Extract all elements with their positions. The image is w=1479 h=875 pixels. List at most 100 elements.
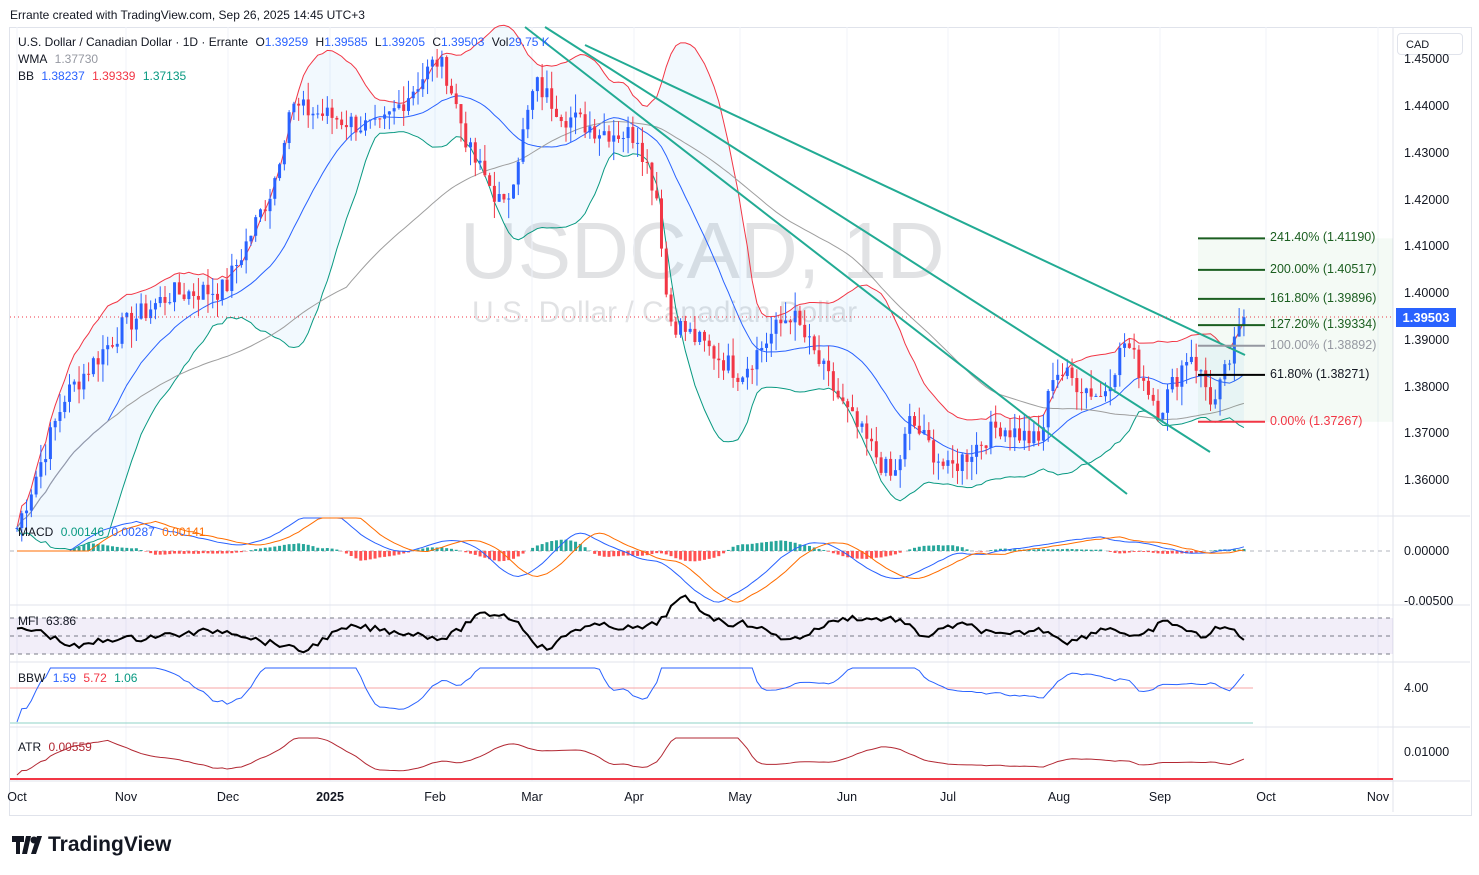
macd-histogram-bar [698,551,702,561]
macd-histogram-bar [831,551,835,554]
candle-body [402,104,406,111]
macd-histogram-bar [545,542,549,551]
macd-histogram-bar [1013,549,1017,551]
macd-histogram-bar [239,551,243,553]
time-axis-label: Oct [1256,790,1276,804]
time-axis-label: Apr [624,790,644,804]
candle-body [225,279,229,292]
candle-body [39,462,43,477]
bollinger-basis-line [16,95,1245,529]
symbol-name[interactable]: U.S. Dollar / Canadian Dollar · 1D · Err… [18,35,249,49]
candle-body [72,381,76,385]
macd-histogram-bar [268,547,272,551]
fib-percent: 0.00% [1270,413,1306,428]
macd-histogram-bar [898,551,902,553]
candle-body [597,135,601,139]
macd-histogram-bar [674,551,678,559]
atr-legend[interactable]: ATR 0.00559 [18,740,96,754]
price-axis-label: 1.36000 [1404,473,1450,487]
atr-label: ATR [18,740,42,754]
candle-body [440,57,444,67]
candle-body [822,360,826,364]
macd-histogram-bar [177,551,181,554]
macd-histogram-bar [249,550,253,551]
candle-body [1151,394,1155,401]
candle-body [68,384,72,402]
fib-level-label: 127.20% (1.39334) [1270,317,1376,331]
candle-body [765,343,769,348]
macd-histogram-bar [922,545,926,551]
candle-body [850,407,854,412]
macd-histogram-bar [893,551,897,555]
currency-selector[interactable]: CAD [1397,33,1463,55]
candle-body [502,194,506,200]
bb-legend[interactable]: BB 1.38237 1.39339 1.37135 [18,69,190,83]
macd-histogram-bar [989,550,993,551]
tradingview-logo[interactable]: TradingView [12,833,171,857]
macd-histogram-bar [397,551,401,555]
candle-body [965,454,969,462]
macd-histogram-bar [1051,549,1055,551]
wma-legend[interactable]: WMA 1.37730 [18,52,102,66]
candle-body [889,458,893,476]
macd-histogram-bar [979,551,983,552]
macd-histogram-bar [955,546,959,551]
macd-histogram-bar [373,551,377,559]
macd-histogram-bar [855,551,859,559]
time-axis-label: 2025 [316,790,344,804]
macd-histogram-bar [1137,551,1141,552]
macd-histogram-bar [927,545,931,551]
bollinger-fill [17,25,1244,550]
low-label: L [374,35,382,49]
candle-body [712,346,716,359]
macd-histogram-bar [784,540,788,551]
macd-histogram-bar [354,551,358,559]
macd-histogram-bar [564,539,568,551]
macd-histogram-bar [683,551,687,561]
candle-body [192,291,196,296]
candle-body [1084,388,1088,394]
macd-histogram-bar [1170,551,1174,554]
macd-histogram-bar [597,551,601,556]
symbol-legend: U.S. Dollar / Canadian Dollar · 1D · Err… [18,35,554,49]
trendline [544,26,1211,453]
candle-body [955,463,959,472]
candle-body [1199,370,1203,372]
candle-body [917,425,921,434]
candle-body [607,131,611,142]
mfi-legend[interactable]: MFI 63.86 [18,614,80,628]
macd-histogram-bar [679,551,683,560]
bbw-legend[interactable]: BBW 1.59 5.72 1.06 [18,671,141,685]
macd-histogram-bar [278,545,282,551]
macd-histogram-bar [134,548,138,551]
candle-body [488,175,492,186]
candle-body [1156,400,1160,420]
macd-line [17,517,1245,603]
candle-body [1223,364,1227,380]
time-axis-label: Aug [1047,790,1071,804]
macd-histogram-bar [110,546,114,551]
bbw-axis-label: 4.00 [1404,681,1429,695]
macd-histogram-bar [884,551,888,557]
fib-price: (1.38892) [1322,337,1377,352]
candle-body [1175,377,1179,387]
trendline [584,44,1246,356]
candle-body [578,112,582,115]
candle-body [779,319,783,324]
macd-histogram-bar [211,551,215,554]
macd-histogram-bar [779,540,783,551]
candle-body [53,420,57,428]
macd-legend[interactable]: MACD 0.00146 0.00287 0.00141 [18,525,210,539]
candle-body [449,85,453,94]
candle-body [554,108,558,117]
candle-body [726,355,730,371]
mfi-value: 63.86 [46,614,77,628]
candle-body [784,320,788,324]
candle-body [1242,317,1246,327]
macd-histogram-bar [1213,550,1217,551]
macd-histogram-bar [149,551,153,554]
candle-body [1228,363,1232,365]
candle-body [330,107,334,118]
macd-histogram-bar [106,545,110,551]
